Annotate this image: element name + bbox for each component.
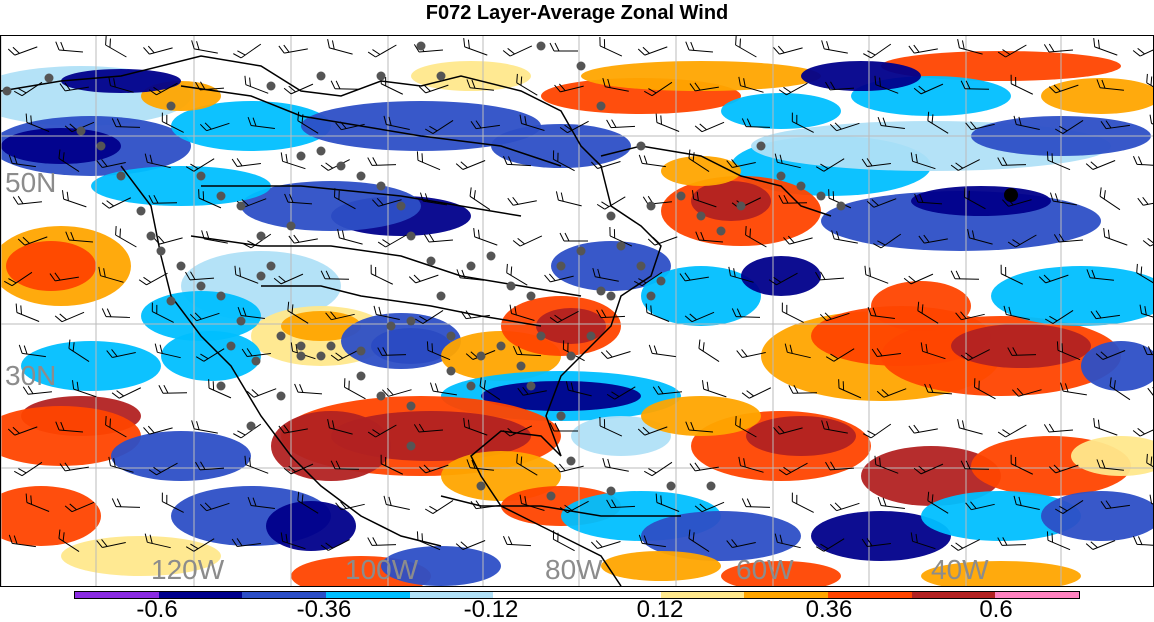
colorbar-segment (75, 592, 159, 598)
colorbar-segment (409, 592, 494, 598)
colorbar-tick-label: 0.36 (805, 596, 853, 622)
colorbar-tick-label: -0.36 (296, 596, 352, 622)
lon-label-60w: 60W (736, 554, 794, 585)
figure-title: F072 Layer-Average Zonal Wind (425, 2, 729, 24)
colorbar-tick-label: -0.6 (136, 596, 178, 622)
colorbar-segment (577, 592, 661, 598)
lat-label-50n: 50N (5, 167, 57, 198)
highlight-marker (1004, 188, 1018, 202)
colorbar-segment (326, 592, 410, 598)
lon-label-80w: 80W (545, 554, 603, 585)
colorbar-segment (828, 592, 912, 598)
lat-label-30n: 30N (5, 360, 57, 391)
colorbar-tick-label: -0.12 (463, 596, 519, 622)
colorbar-tick-label: 0.6 (979, 596, 1013, 622)
station-markers (2, 41, 846, 501)
lon-label-40w: 40W (931, 554, 989, 585)
wind-barbs (4, 36, 1153, 552)
contour-field (1, 51, 1153, 586)
map-panel: 50N 30N 120W 100W 80W 60W 40W (0, 35, 1154, 587)
colorbar-segment (744, 592, 829, 598)
colorbar-segment (242, 592, 327, 598)
colorbar-tick-label: 0.12 (636, 596, 684, 622)
colorbar-segment (911, 592, 996, 598)
colorbar-segment (660, 592, 745, 598)
colorbar-segment (493, 592, 578, 598)
colorbar-segment (158, 592, 243, 598)
lon-label-120w: 120W (151, 554, 225, 585)
colorbar (74, 591, 1080, 599)
colorbar-segment (995, 592, 1080, 598)
wind-field-map (1, 36, 1153, 586)
lon-label-100w: 100W (345, 554, 419, 585)
